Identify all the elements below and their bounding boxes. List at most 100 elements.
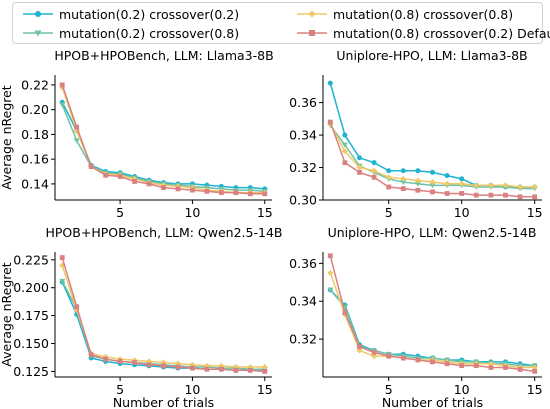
data-point: [175, 186, 181, 192]
data-point: [342, 160, 348, 166]
y-tick-label: 0.16: [21, 152, 49, 167]
data-point: [371, 174, 377, 180]
data-point: [117, 174, 123, 179]
x-tick-label: 10: [454, 205, 470, 220]
data-point: [342, 310, 348, 316]
series-2: [327, 287, 538, 369]
x-axis-label: Number of trials: [113, 395, 214, 409]
y-tick-label: 0.34: [289, 294, 317, 309]
data-point: [233, 190, 239, 195]
series-4: [59, 255, 268, 374]
legend-label: mutation(0.2) crossover(0.2): [59, 6, 240, 22]
y-tick-label: 0.36: [289, 256, 317, 271]
series-line: [61, 265, 265, 368]
legend-swatch-triangle-icon: [23, 30, 53, 37]
chart-title: Uniplore-HPO, LLM: Llama3-8B: [336, 48, 527, 63]
data-point: [59, 255, 65, 260]
data-point: [262, 369, 268, 374]
x-tick-label: 5: [116, 382, 124, 397]
series-4: [327, 119, 538, 200]
series-1: [59, 279, 268, 373]
data-point: [73, 138, 80, 144]
data-point: [132, 360, 137, 365]
data-point: [341, 148, 348, 155]
x-tick-label: 15: [527, 205, 543, 220]
data-point: [385, 174, 392, 181]
data-point: [132, 179, 137, 184]
data-point: [459, 363, 465, 369]
data-point: [88, 352, 94, 358]
data-point: [430, 169, 435, 175]
data-point: [175, 364, 181, 370]
chart-panel: HPOB+HPOBench, LLM: Llama3-8B 0.14 0.16 0.1…: [0, 48, 274, 220]
y-tick-label: 0.34: [289, 128, 317, 143]
data-point: [459, 191, 465, 196]
x-tick-label: 15: [257, 382, 273, 397]
series-line: [329, 289, 535, 367]
data-point: [190, 187, 195, 193]
data-point: [161, 363, 166, 369]
chart-title: HPOB+HPOBench, LLM: Llama3-8B: [54, 48, 273, 63]
x-tick-label: 5: [116, 205, 124, 220]
legend-label: mutation(0.2) crossover(0.8): [59, 25, 240, 41]
y-tick-label: 0.22: [21, 77, 49, 92]
data-point: [473, 182, 480, 189]
data-point: [532, 194, 538, 200]
data-point: [342, 132, 348, 138]
data-point: [517, 367, 523, 372]
series-1: [59, 99, 268, 192]
data-point: [59, 82, 65, 88]
data-point: [341, 142, 348, 148]
data-point: [218, 366, 224, 372]
data-point: [487, 182, 494, 189]
data-point: [59, 278, 66, 284]
data-point: [400, 168, 406, 174]
chart-panel: Uniplore-HPO, LLM: Qwen2.5-14B 0.32 0.34 0.…: [289, 225, 542, 409]
data-point: [444, 173, 450, 179]
legend-entry: mutation(0.8) crossover(0.8): [297, 5, 513, 23]
data-point: [517, 184, 524, 191]
data-point: [502, 182, 509, 189]
data-point: [357, 170, 362, 175]
chart-title: Uniplore-HPO, LLM: Qwen2.5-14B: [328, 225, 537, 240]
data-point: [327, 269, 334, 276]
y-tick-label: 0.36: [289, 95, 317, 110]
data-point: [444, 180, 451, 187]
data-point: [503, 192, 508, 198]
chart-panel: Uniplore-HPO, LLM: Llama3-8B 0.30 0.32 0.34…: [289, 48, 542, 220]
chart-panel: HPOB+HPOBench, LLM: Qwen2.5-14B 0.125 0.15…: [0, 225, 282, 409]
x-tick-label: 10: [454, 382, 470, 397]
data-point: [488, 365, 494, 370]
x-tick-label: 5: [385, 205, 393, 220]
data-point: [204, 188, 210, 194]
data-point: [414, 177, 421, 184]
data-point: [386, 184, 392, 190]
data-point: [190, 365, 195, 371]
data-point: [233, 367, 239, 373]
y-tick-label: 0.30: [289, 193, 317, 208]
data-point: [400, 179, 407, 185]
data-point: [414, 181, 421, 187]
data-point: [430, 359, 435, 365]
series-line: [329, 255, 535, 373]
data-point: [161, 185, 166, 191]
data-point: [415, 357, 421, 363]
series-line: [329, 272, 535, 369]
x-tick-label: 5: [385, 382, 393, 397]
series-line: [61, 104, 265, 193]
data-point: [371, 160, 377, 166]
data-point: [371, 349, 377, 355]
data-point: [327, 119, 333, 125]
y-tick-label: 0.175: [13, 308, 49, 323]
y-tick-label: 0.18: [21, 127, 49, 142]
data-point: [473, 363, 479, 369]
series-line: [61, 84, 265, 195]
data-point: [327, 287, 334, 293]
data-point: [473, 192, 479, 198]
legend-entry: mutation(0.2) crossover(0.2): [23, 5, 239, 23]
legend-entry: mutation(0.2) crossover(0.8): [23, 24, 239, 42]
y-axis-label: Average nRegret: [0, 85, 14, 190]
data-point: [327, 80, 333, 86]
data-point: [371, 167, 378, 174]
legend: mutation(0.2) crossover(0.2) mutation(0.…: [12, 2, 550, 44]
